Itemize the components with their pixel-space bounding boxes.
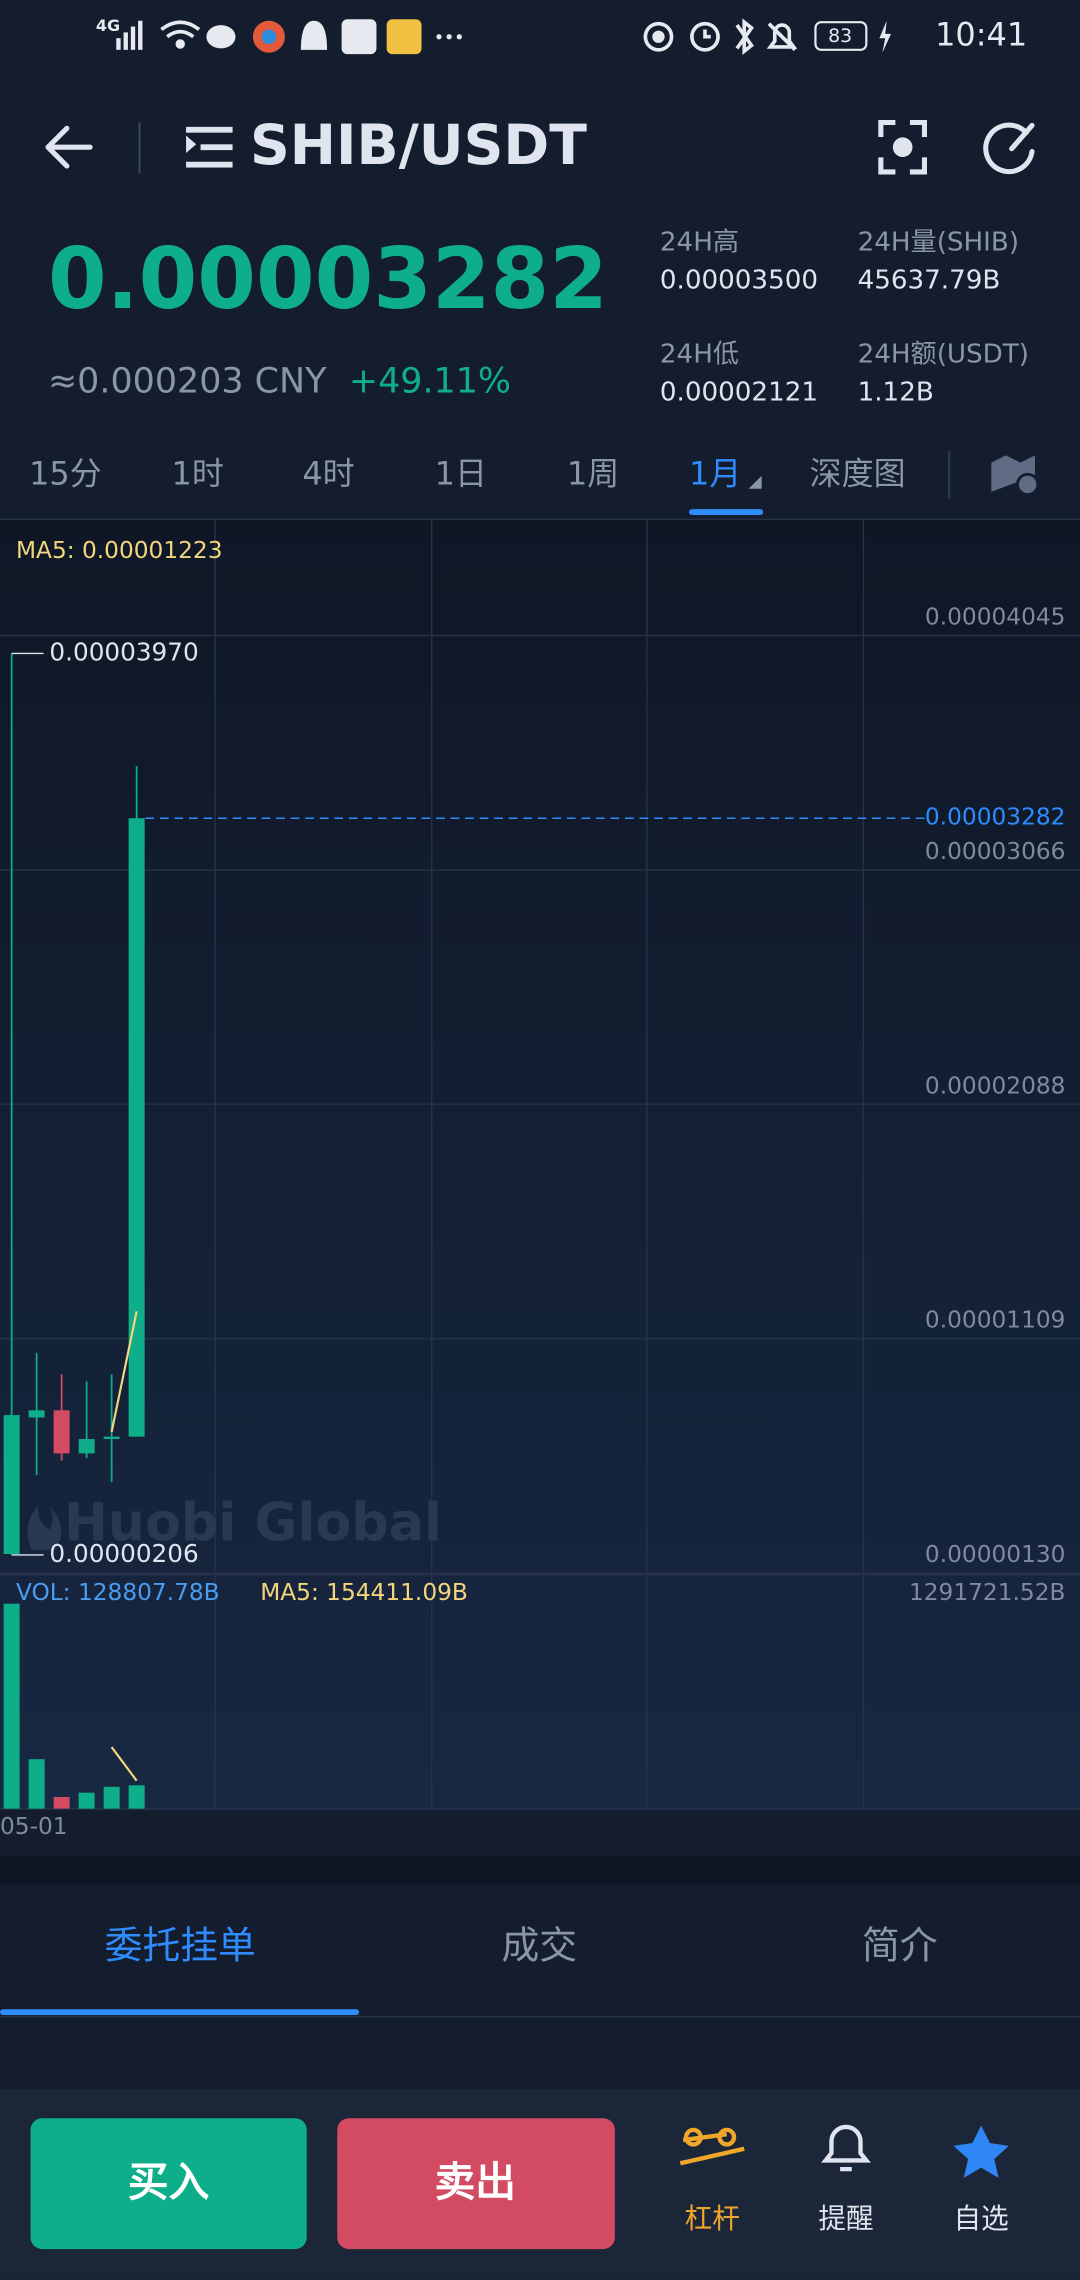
interval-tab[interactable]: 4时	[302, 455, 354, 493]
stat-value: 1.12B	[858, 377, 934, 407]
stat-label: 24H高	[660, 228, 739, 258]
volume-bar	[128, 1785, 145, 1809]
spacer	[0, 1855, 1080, 1885]
stat-label: 24H低	[660, 340, 739, 370]
chart-settings-icon[interactable]	[991, 455, 1040, 497]
battery-icon	[814, 21, 868, 51]
watermark: Huobi Global	[64, 1493, 442, 1554]
high-label: 0.00003970	[49, 637, 198, 666]
last-price: 0.00003282	[48, 230, 608, 328]
sell-button[interactable]	[337, 2118, 615, 2250]
y-tick-label: 0.00000130	[925, 1541, 1066, 1568]
volume-ma-label: MA5: 154411.09B	[260, 1579, 468, 1606]
nav-label[interactable]: 杠杆	[685, 2202, 740, 2235]
y-tick-label: 0.00004045	[925, 604, 1066, 631]
candle-body	[128, 818, 145, 1437]
ma-label: MA5: 0.00001223	[16, 537, 223, 564]
y-tick-label: 1291721.52B	[909, 1579, 1065, 1606]
buy-button[interactable]	[30, 2118, 307, 2250]
stat-value: 0.00002121	[660, 377, 818, 407]
sell-label[interactable]: 卖出	[435, 2158, 516, 2206]
candle-body	[103, 1436, 120, 1440]
tab-underline	[0, 2009, 360, 2016]
tab[interactable]: 简介	[862, 1924, 938, 1968]
alert-icon[interactable]	[821, 2124, 871, 2172]
interval-tab[interactable]: 1周	[567, 455, 619, 493]
volume-bar	[103, 1786, 120, 1809]
interval-tab[interactable]: 1时	[172, 455, 224, 493]
vertical-grid	[0, 519, 1080, 1810]
watermark-logo	[27, 1506, 62, 1550]
buy-label[interactable]: 买入	[128, 2158, 210, 2206]
volume-bar	[28, 1759, 45, 1809]
stat-label: 24H量(SHIB)	[858, 228, 1019, 258]
y-tick-label: 0.00002088	[925, 1072, 1066, 1099]
nav-label[interactable]: 自选	[954, 2202, 1009, 2235]
menu-icon[interactable]	[186, 126, 233, 168]
last-price-label: 0.00003282	[925, 804, 1066, 831]
scan-button[interactable]	[878, 119, 928, 175]
clock: 10:41	[935, 16, 1027, 54]
volume-ma-line	[110, 1746, 138, 1782]
signal-icon	[116, 20, 143, 50]
tab[interactable]: 委托挂单	[105, 1924, 256, 1968]
interval-tab[interactable]: 1日	[435, 455, 487, 493]
tab-bar: 委托挂单 成交 简介	[0, 1924, 938, 2016]
interval-tab[interactable]: 1月	[689, 455, 741, 493]
interval-bar: 15分 1时 4时 1日 1周 1月 深度图	[29, 455, 906, 515]
ma-line	[110, 1311, 138, 1433]
candle-body	[78, 1439, 95, 1454]
refresh-button[interactable]	[983, 122, 1035, 175]
y-tick-label: 0.00003066	[925, 838, 1066, 865]
app-icons	[206, 19, 462, 55]
interval-underline	[688, 509, 764, 515]
stat-label: 24H额(USDT)	[858, 340, 1029, 370]
charging-icon	[879, 20, 892, 53]
price-change: +49.11%	[349, 362, 511, 402]
leverage-icon[interactable]	[679, 2127, 745, 2166]
battery-level: 83	[828, 25, 852, 47]
volume-bar	[78, 1792, 95, 1809]
candle-chart: 0.00000130 0.00001109 0.00002088 0.00003066…	[0, 537, 1080, 1840]
favorite-icon[interactable]	[953, 2125, 1009, 2178]
volume-bar	[53, 1797, 70, 1809]
interval-tab[interactable]: 深度图	[810, 455, 906, 493]
nav-label[interactable]: 提醒	[818, 2202, 873, 2235]
volume-label: VOL: 128807.78B	[16, 1579, 220, 1606]
candle-body	[28, 1410, 45, 1418]
chart-background	[0, 519, 1080, 1811]
interval-tab[interactable]: 15分	[29, 455, 102, 493]
volume-bar	[3, 1603, 20, 1809]
back-button[interactable]	[45, 125, 93, 169]
stat-value: 0.00003500	[660, 265, 818, 295]
candle-body	[53, 1410, 70, 1454]
y-tick-label: 0.00001109	[925, 1307, 1066, 1334]
x-tick-label: 05-01	[0, 1813, 68, 1840]
tab[interactable]: 成交	[501, 1924, 577, 1968]
pair-name[interactable]: SHIB/USDT	[250, 114, 587, 178]
stat-value: 45637.79B	[858, 265, 1001, 295]
status-icons	[160, 18, 798, 56]
candle-body	[3, 1415, 20, 1555]
low-label: 0.00000206	[49, 1539, 198, 1568]
cny-price: ≈0.000203 CNY	[48, 362, 327, 402]
network: 4G	[96, 16, 120, 35]
